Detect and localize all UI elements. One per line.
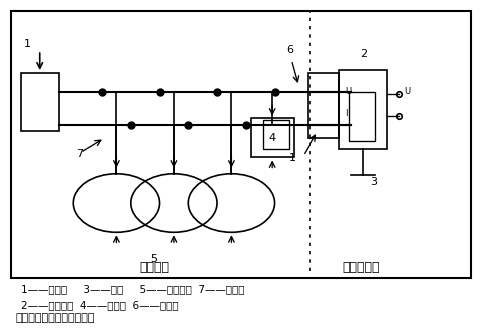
Text: 2: 2 (360, 49, 367, 59)
Text: 1——终端器     3——数据     5——现场设备  7——分支线: 1——终端器 3——数据 5——现场设备 7——分支线 (21, 284, 244, 294)
Text: U: U (346, 88, 351, 96)
Bar (339, 70, 387, 149)
Bar (251, 118, 294, 157)
Text: 5: 5 (150, 254, 157, 264)
Text: 6: 6 (286, 45, 294, 55)
Text: 2——电源装置  4——手操器  6——主干线: 2——电源装置 4——手操器 6——主干线 (21, 300, 178, 311)
Text: 典型现场总线系统示意框图: 典型现场总线系统示意框图 (16, 314, 95, 323)
Bar (11, 11, 471, 278)
Text: 危险场所: 危险场所 (140, 261, 170, 274)
Bar (308, 73, 339, 138)
Text: U: U (404, 88, 410, 96)
Bar (263, 120, 289, 149)
Text: 7: 7 (76, 150, 83, 159)
Text: 1: 1 (289, 153, 296, 163)
Text: 非危险场所: 非危险场所 (342, 261, 379, 274)
Text: 1: 1 (24, 39, 31, 49)
Text: I: I (346, 109, 348, 118)
Bar (349, 92, 375, 141)
Bar (21, 73, 59, 132)
Text: 4: 4 (268, 133, 276, 143)
Text: 3: 3 (370, 177, 377, 187)
